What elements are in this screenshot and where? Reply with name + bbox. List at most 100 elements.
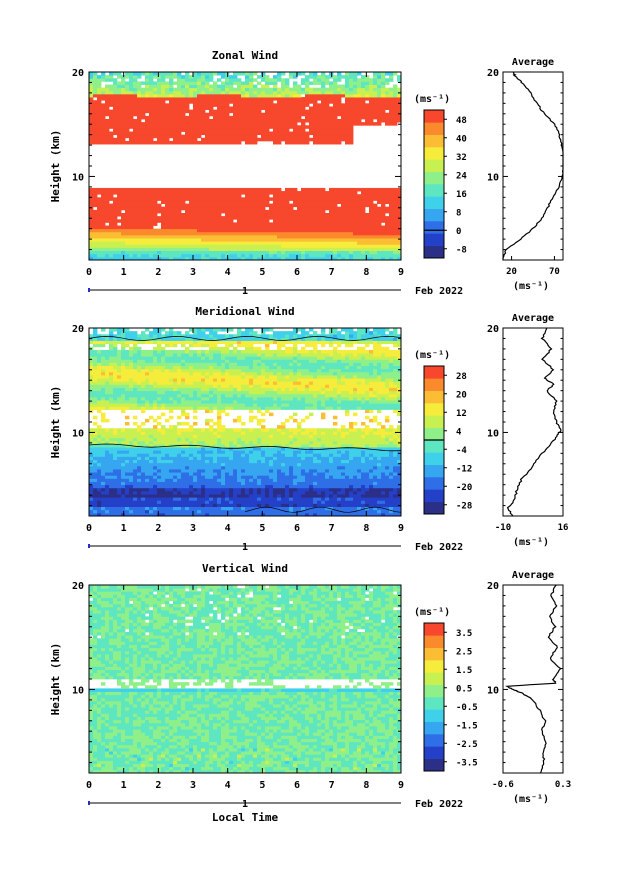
heatmap-cell xyxy=(113,481,118,486)
heatmap-cell xyxy=(145,465,150,470)
heatmap-cell xyxy=(325,478,330,482)
heatmap-cell xyxy=(269,234,274,239)
heatmap-cell xyxy=(397,115,402,120)
heatmap-cell xyxy=(285,234,290,239)
heatmap-cell xyxy=(297,475,302,479)
heatmap-cell xyxy=(373,75,378,79)
heatmap-cell xyxy=(225,87,230,92)
heatmap-cell xyxy=(189,187,194,192)
heatmap-cell xyxy=(133,131,138,136)
heatmap-cell xyxy=(333,487,338,492)
heatmap-cell xyxy=(169,247,174,251)
heatmap-cell xyxy=(365,87,370,92)
heatmap-cell xyxy=(149,225,154,230)
heatmap-cell xyxy=(125,131,130,136)
heatmap-cell xyxy=(309,131,314,136)
heatmap-cell xyxy=(165,112,170,117)
heatmap-cell xyxy=(137,125,142,129)
heatmap-cell xyxy=(321,75,326,79)
heatmap-cell xyxy=(321,128,326,132)
heatmap-cell xyxy=(221,459,226,464)
heatmap-cell xyxy=(121,84,126,89)
heatmap-cell xyxy=(361,78,366,82)
heatmap-cell xyxy=(249,81,254,85)
heatmap-cell xyxy=(157,472,162,476)
heatmap-cell xyxy=(245,75,250,79)
heatmap-cell xyxy=(133,231,138,236)
heatmap-cell xyxy=(249,122,254,126)
heatmap-cell xyxy=(201,200,206,204)
heatmap-cell xyxy=(205,90,210,95)
heatmap-cell xyxy=(369,256,374,261)
heatmap-cell xyxy=(253,490,258,495)
heatmap-cell xyxy=(257,225,262,230)
heatmap-cell xyxy=(373,103,378,107)
heatmap-cell xyxy=(293,512,298,517)
heatmap-cell xyxy=(117,500,122,504)
heatmap-cell xyxy=(141,87,146,92)
heatmap-cell xyxy=(101,93,106,98)
heatmap-cell xyxy=(153,128,158,132)
heatmap-cell xyxy=(117,75,122,79)
heatmap-cell xyxy=(393,238,398,242)
heatmap-cell xyxy=(365,219,370,223)
heatmap-cell xyxy=(225,500,230,504)
heatmap-cell xyxy=(305,481,310,486)
heatmap-cell xyxy=(109,487,114,492)
heatmap-cell xyxy=(289,115,294,120)
heatmap-cell xyxy=(389,72,394,76)
heatmap-cell xyxy=(93,78,98,82)
heatmap-cell xyxy=(177,506,182,511)
heatmap-cell xyxy=(285,459,290,464)
heatmap-cell xyxy=(217,231,222,236)
heatmap-cell xyxy=(369,122,374,126)
heatmap-cell xyxy=(237,253,242,258)
heatmap-cell xyxy=(369,459,374,464)
heatmap-cell xyxy=(97,128,102,132)
heatmap-cell xyxy=(173,100,178,104)
heatmap-cell xyxy=(137,90,142,95)
heatmap-cell xyxy=(321,81,326,85)
heatmap-cell xyxy=(309,512,314,517)
heatmap-cell xyxy=(357,481,362,486)
heatmap-cell xyxy=(89,456,94,460)
heatmap-cell xyxy=(149,194,154,198)
heatmap-cell xyxy=(125,462,130,467)
heatmap-cell xyxy=(317,509,322,514)
heatmap-cell xyxy=(381,462,386,467)
heatmap-cell xyxy=(297,131,302,136)
heatmap-cell xyxy=(245,131,250,136)
heatmap-cell xyxy=(153,103,158,107)
heatmap-cell xyxy=(329,128,334,132)
heatmap-cell xyxy=(125,187,130,192)
heatmap-cell xyxy=(185,512,190,517)
heatmap-cell xyxy=(369,481,374,486)
heatmap-cell xyxy=(129,140,134,145)
heatmap-cell xyxy=(149,219,154,223)
heatmap-cell xyxy=(361,122,366,126)
heatmap-cell xyxy=(89,206,94,211)
heatmap-cell xyxy=(285,81,290,85)
heatmap-cell xyxy=(245,484,250,489)
heatmap-cell xyxy=(245,503,250,507)
heatmap-cell xyxy=(289,206,294,211)
heatmap-cell xyxy=(329,481,334,486)
heatmap-cell xyxy=(245,93,250,98)
heatmap-cell xyxy=(257,462,262,467)
heatmap-cell xyxy=(281,131,286,136)
heatmap-cell xyxy=(317,469,322,473)
heatmap-cell xyxy=(321,462,326,467)
heatmap-cell xyxy=(133,197,138,201)
heatmap-cell xyxy=(221,115,226,120)
heatmap-cell xyxy=(97,231,102,236)
heatmap-cell xyxy=(129,125,134,129)
heatmap-cell xyxy=(269,228,274,233)
heatmap-cell xyxy=(193,125,198,129)
heatmap-cell xyxy=(305,494,310,498)
heatmap-cell xyxy=(385,194,390,198)
heatmap-cell xyxy=(189,512,194,517)
heatmap-cell xyxy=(345,194,350,198)
heatmap-cell xyxy=(309,206,314,211)
heatmap-cell xyxy=(361,112,366,117)
heatmap-cell xyxy=(141,206,146,211)
